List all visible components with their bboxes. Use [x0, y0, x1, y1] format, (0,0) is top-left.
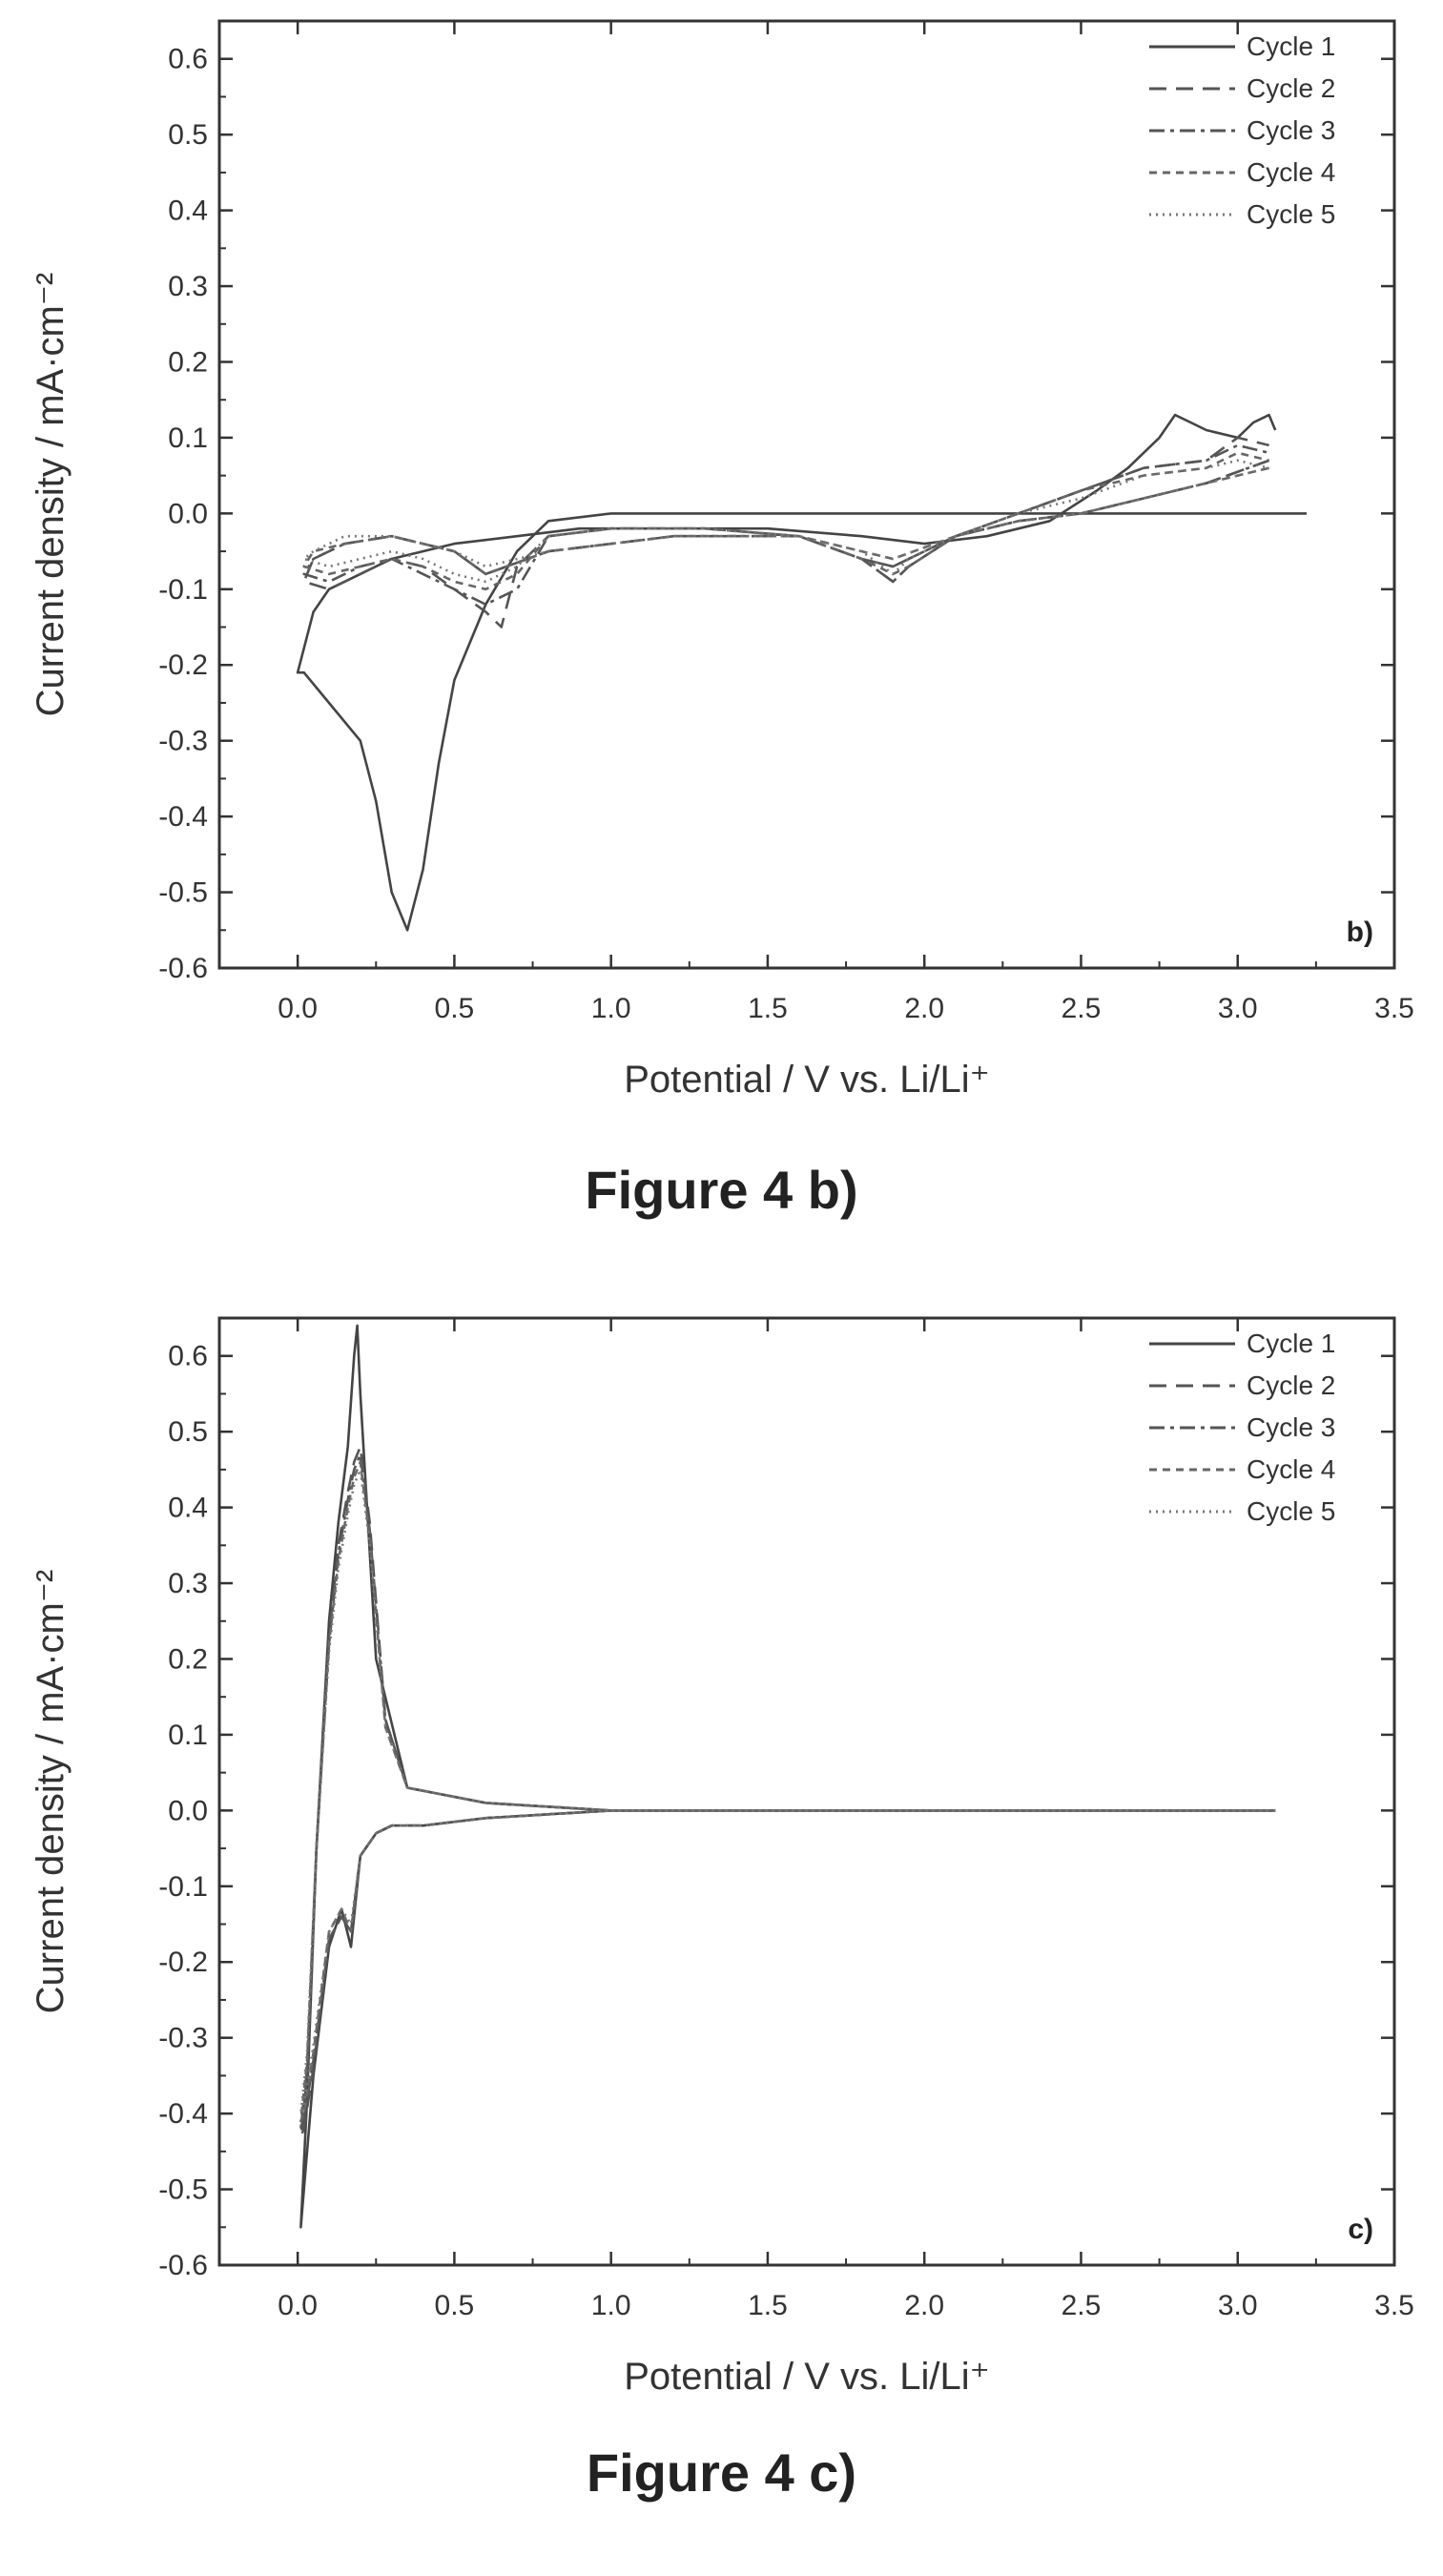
- x-tick-label: 2.0: [904, 2290, 944, 2321]
- y-tick-label: 0.4: [168, 1493, 208, 1524]
- y-tick-label: 0.0: [168, 498, 208, 529]
- y-tick-label: -0.6: [158, 953, 208, 984]
- y-tick-label: -0.5: [158, 2174, 208, 2206]
- chart-panel-b: 0.0 0.5 1.0 1.5 2.0 2.5 3.0 3.5 -0.6 -0.5 -0.4 -0.3…: [0, 0, 1443, 1278]
- y-tick-label: 0.5: [168, 119, 208, 151]
- legend-label: Cycle 2: [1247, 73, 1335, 103]
- y-tick-label: -0.5: [158, 877, 208, 909]
- y-tick-label: -0.4: [158, 2098, 208, 2130]
- y-tick-label: -0.1: [158, 1871, 208, 1903]
- series-line-cycle-3: [299, 1453, 1276, 2131]
- x-tick-label: 0.0: [278, 993, 318, 1024]
- x-tick-label: 0.5: [435, 993, 475, 1024]
- x-axis-label: Potential / V vs. Li/Li⁺: [624, 1059, 990, 1101]
- y-tick-label: 0.2: [168, 346, 208, 378]
- x-axis-label: Potential / V vs. Li/Li⁺: [624, 2356, 990, 2398]
- series-line-cycle-2: [302, 436, 1270, 629]
- x-tick-label: 1.5: [748, 2290, 788, 2321]
- panel-label: c): [1348, 2214, 1373, 2245]
- y-tick-label: 0.1: [168, 1720, 208, 1751]
- y-tick-label: 0.6: [168, 1341, 208, 1372]
- y-tick-label: 0.1: [168, 422, 208, 454]
- y-tick-label: 0.3: [168, 271, 208, 302]
- x-tick-label: 2.0: [904, 993, 944, 1024]
- series-line-cycle-4: [299, 1460, 1276, 2123]
- legend-label: Cycle 5: [1247, 199, 1335, 229]
- series-line-cycle-2: [299, 1445, 1276, 2138]
- x-tick-label: 3.5: [1374, 993, 1414, 1024]
- y-tick-label: -0.2: [158, 649, 208, 681]
- series-line-cycle-5: [302, 459, 1269, 584]
- chart-panel-c: 0.0 0.5 1.0 1.5 2.0 2.5 3.0 3.5 -0.6 -0.5 -0.4 -0.3…: [0, 1297, 1443, 2576]
- legend-label: Cycle 4: [1247, 1454, 1335, 1484]
- cv-chart-c: 0.0 0.5 1.0 1.5 2.0 2.5 3.0 3.5 -0.6 -0.5 -0.4 -0.3…: [30, 1316, 1414, 2398]
- y-tick-label: -0.1: [158, 574, 208, 606]
- legend-label: Cycle 4: [1247, 157, 1335, 187]
- legend-label: Cycle 2: [1247, 1370, 1335, 1400]
- x-tick-label: 1.0: [591, 2290, 631, 2321]
- series-line-cycle-5: [299, 1468, 1276, 2115]
- y-tick-label: -0.2: [158, 1947, 208, 1978]
- series-line-cycle-1: [299, 1324, 1276, 2229]
- x-tick-label: 2.5: [1062, 993, 1102, 1024]
- x-tick-label: 2.5: [1062, 2290, 1102, 2321]
- y-tick-label: -0.3: [158, 2023, 208, 2054]
- series-line-cycle-3: [302, 443, 1270, 607]
- y-tick-label: -0.4: [158, 801, 208, 833]
- legend-label: Cycle 3: [1247, 1412, 1335, 1442]
- x-tick-label: 1.0: [591, 993, 631, 1024]
- panel-label: b): [1347, 917, 1373, 948]
- series-line-cycle-4: [302, 451, 1269, 591]
- y-axis-label: Current density / mA·cm⁻²: [30, 1570, 72, 2014]
- x-tick-label: 3.5: [1374, 2290, 1414, 2321]
- figure-caption-b: Figure 4 b): [585, 1160, 858, 1220]
- legend-label: Cycle 1: [1247, 31, 1335, 61]
- y-tick-label: 0.3: [168, 1568, 208, 1599]
- legend-label: Cycle 1: [1247, 1329, 1335, 1358]
- y-axis-label: Current density / mA·cm⁻²: [30, 273, 72, 717]
- y-tick-label: 0.6: [168, 44, 208, 75]
- y-tick-label: 0.5: [168, 1416, 208, 1448]
- cv-chart-b: 0.0 0.5 1.0 1.5 2.0 2.5 3.0 3.5 -0.6 -0.5 -0.4 -0.3…: [30, 19, 1414, 1101]
- x-tick-label: 3.0: [1218, 993, 1258, 1024]
- x-tick-label: 0.5: [435, 2290, 475, 2321]
- x-tick-label: 1.5: [748, 993, 788, 1024]
- plot-frame: [217, 1316, 1396, 2267]
- y-tick-label: 0.4: [168, 196, 208, 227]
- y-tick-label: -0.3: [158, 726, 208, 757]
- x-tick-label: 0.0: [278, 2290, 318, 2321]
- y-tick-label: -0.6: [158, 2250, 208, 2281]
- y-tick-label: 0.0: [168, 1795, 208, 1826]
- y-tick-label: 0.2: [168, 1643, 208, 1675]
- figure-caption-c: Figure 4 c): [586, 2442, 857, 2503]
- plot-frame: [217, 19, 1396, 970]
- series-line-cycle-1: [296, 413, 1307, 932]
- legend-label: Cycle 5: [1247, 1496, 1335, 1526]
- x-tick-label: 3.0: [1218, 2290, 1258, 2321]
- legend-label: Cycle 3: [1247, 115, 1335, 145]
